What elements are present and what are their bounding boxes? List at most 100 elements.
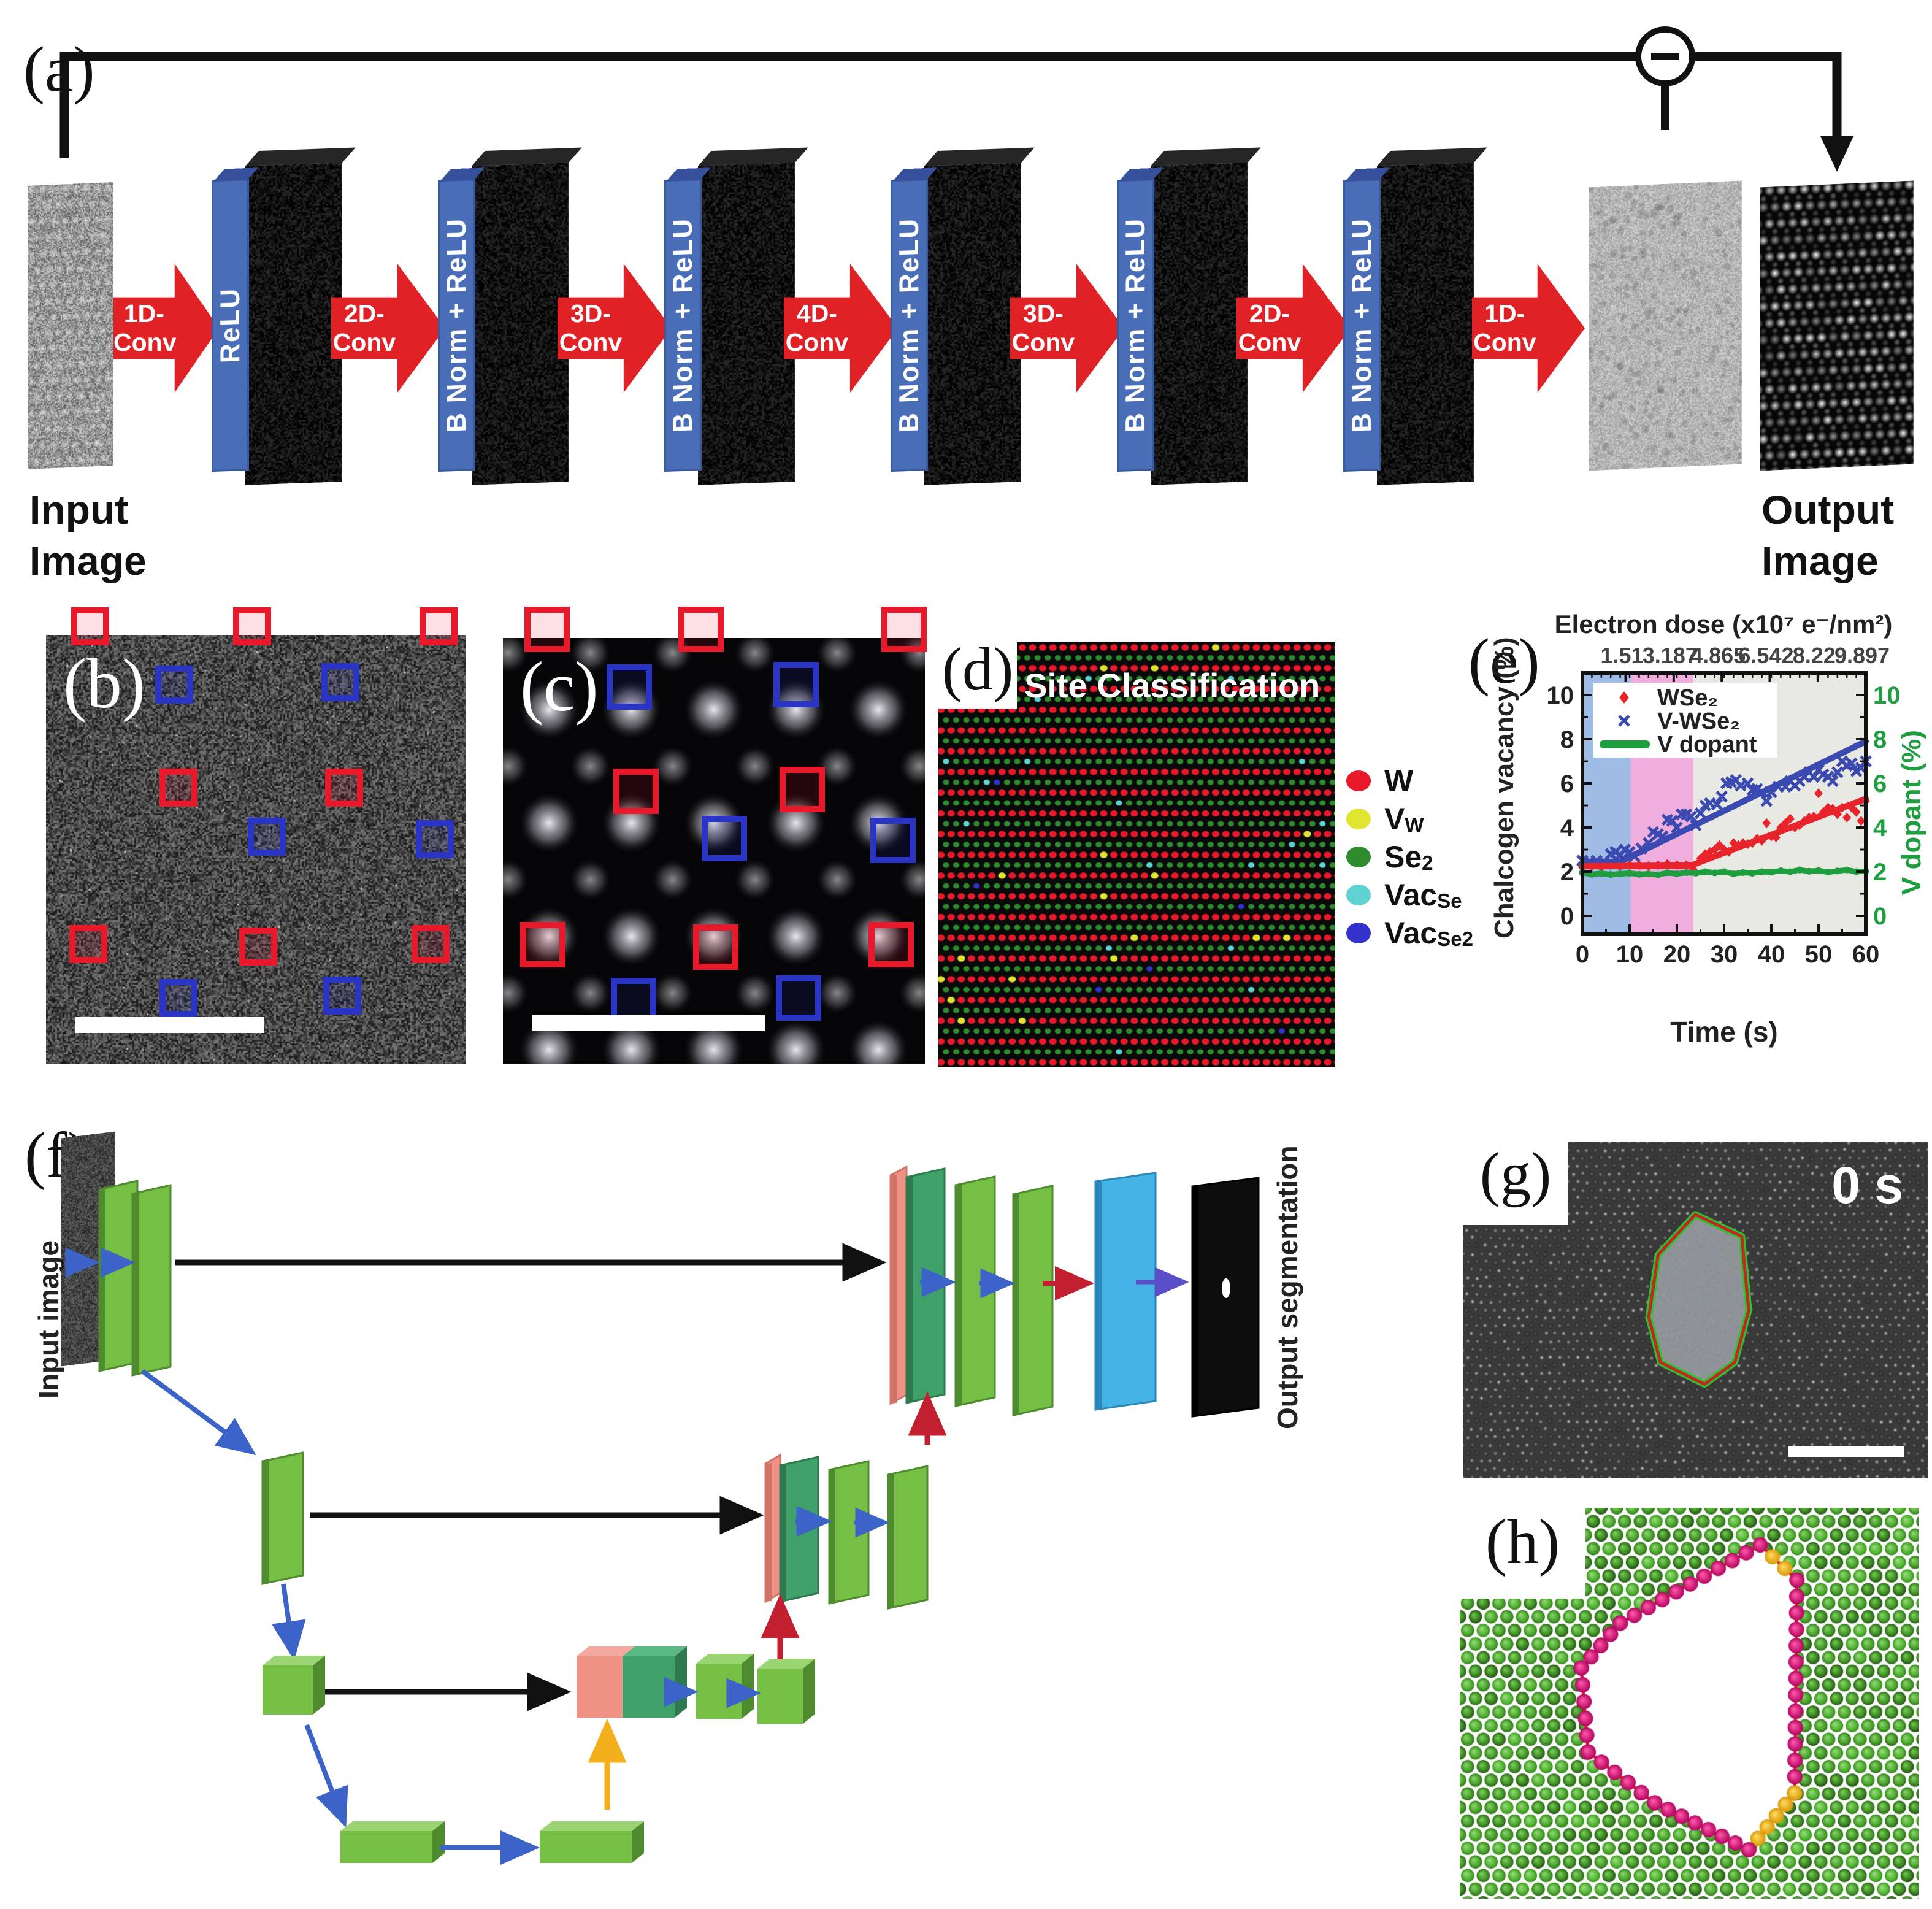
x-axis-title: Time (s) <box>1670 1016 1778 1048</box>
fit-line <box>1579 796 1869 869</box>
downsample-arrow <box>304 1724 348 1828</box>
blue-site-square <box>870 818 916 864</box>
panel-g: (g) 0 s <box>1463 1142 1928 1478</box>
activation-label: B Norm + ReLU <box>667 217 698 433</box>
feature-map-slab <box>1151 147 1261 485</box>
unet-panel-edge <box>1095 1181 1102 1410</box>
activation-bar: B Norm + ReLU <box>438 167 485 472</box>
legend-label-sub: 2 <box>1422 851 1433 874</box>
conv-arrow-label: 2D- Conv <box>1238 299 1301 356</box>
bottleneck-slab-side <box>432 1821 445 1863</box>
unet-panel-edge <box>132 1193 139 1375</box>
scatter-diamond <box>1857 816 1866 826</box>
dopant-dot <box>1626 870 1633 877</box>
blue-site-square <box>702 815 748 861</box>
activation-label: B Norm + ReLU <box>1346 217 1377 433</box>
chart-legend-marker <box>1618 715 1630 727</box>
site-classification-map <box>938 642 1335 1067</box>
blue-site-square <box>247 818 286 856</box>
conv-arrow-label: 1D- Conv <box>113 299 177 356</box>
legend-dot <box>1346 809 1371 829</box>
dopant-dot <box>1843 866 1850 874</box>
legend-dot <box>1346 770 1371 791</box>
feature-map-slab <box>472 147 582 485</box>
legend-label: W <box>1384 764 1414 798</box>
unet-output-label: Output segmentation <box>1271 1145 1303 1429</box>
x-tick-label: 40 <box>1758 941 1785 968</box>
scatter-diamond <box>1842 812 1852 823</box>
activation-label: B Norm + ReLU <box>1120 217 1151 433</box>
decoder-cube <box>696 1664 742 1719</box>
dopant-dot <box>1720 868 1728 875</box>
panel-d: (d) Site Classification <box>938 639 1335 1067</box>
legend-dot <box>1346 923 1371 943</box>
red-site-square <box>520 922 566 968</box>
dopant-dot <box>1607 871 1614 878</box>
unet-panel-edge <box>891 1175 897 1404</box>
bottleneck-slab-side <box>632 1821 644 1863</box>
dose-tick-label: 1.51 <box>1600 643 1643 668</box>
red-site-square <box>881 607 927 653</box>
y-tick-label-right: 10 <box>1873 682 1901 709</box>
conv-arrow-label: 3D- Conv <box>1011 299 1075 356</box>
scatter-x <box>1685 810 1697 823</box>
encoder-cube-side <box>313 1656 325 1715</box>
bottleneck-slab <box>540 1831 632 1863</box>
dose-tick-label: 4.865 <box>1690 643 1746 668</box>
segment-blob <box>1222 1278 1230 1298</box>
feature-map-texture <box>1377 163 1474 485</box>
conv-arrow: 3D- Conv <box>558 264 672 393</box>
dose-tick-label: 8.22 <box>1793 643 1836 668</box>
scatter-x <box>1715 790 1728 803</box>
dopant-dot <box>1645 870 1652 878</box>
red-site-square <box>239 927 277 966</box>
concat-pink-cube <box>577 1656 623 1718</box>
conv-arrow: 3D- Conv <box>1010 264 1124 393</box>
scatter-diamond <box>1781 818 1790 828</box>
chart-legend-label: V dopant <box>1657 732 1757 758</box>
dopant-dot <box>1806 867 1813 875</box>
panel-a-label: (a) <box>23 33 95 105</box>
panel-g-label: (g) <box>1479 1140 1552 1208</box>
legend-dot <box>1346 885 1371 905</box>
activation-bar: ReLU <box>212 167 259 472</box>
residual-image-canvas <box>1589 180 1742 471</box>
y-tick-label-left: 10 <box>1547 682 1574 709</box>
scatter-diamond <box>1814 788 1823 799</box>
legend-entry: Se 2 <box>1346 840 1433 874</box>
panel-c-label: (c) <box>520 648 599 726</box>
dose-tick-label: 3.187 <box>1643 643 1698 668</box>
blue-site-square <box>321 663 359 701</box>
dopant-dot <box>1635 870 1643 878</box>
unet-panel-edge <box>1013 1194 1019 1415</box>
dopant-dot <box>1739 869 1747 876</box>
conv-arrow: 1D- Conv <box>113 264 219 393</box>
red-site-square <box>524 607 570 653</box>
blue-site-square <box>775 975 821 1021</box>
panel-h-label: (h) <box>1485 1507 1560 1577</box>
y-tick-label-right: 2 <box>1873 859 1887 886</box>
bottleneck-slab <box>340 1831 432 1863</box>
activation-label: ReLU <box>215 286 245 364</box>
dopant-dot <box>1758 868 1766 875</box>
chart-legend-label: V-WSe₂ <box>1657 709 1740 734</box>
blue-site-square <box>773 662 819 708</box>
feature-map-slab <box>245 147 356 485</box>
y-tick-label-right: 0 <box>1873 903 1887 930</box>
legend-label-sub: Se <box>1437 889 1462 912</box>
dopant-dot <box>1692 870 1700 877</box>
panel-f: (f) Input image Output segmentation <box>0 1098 1368 1909</box>
conv-arrow-label: 3D- Conv <box>559 299 623 356</box>
unet-panel-edge <box>263 1461 269 1584</box>
feature-map-texture <box>472 163 569 485</box>
feature-map-texture <box>924 163 1021 485</box>
feature-map-texture <box>1151 163 1248 485</box>
denoised-stem-image <box>503 638 925 1064</box>
red-site-square <box>868 922 914 968</box>
unet-input-label: Input image <box>33 1240 64 1399</box>
conv-arrow-label: 1D- Conv <box>1473 299 1536 356</box>
legend-label-sub: Se2 <box>1437 928 1473 950</box>
red-site-square <box>678 607 724 653</box>
decoder-cube <box>757 1669 803 1724</box>
